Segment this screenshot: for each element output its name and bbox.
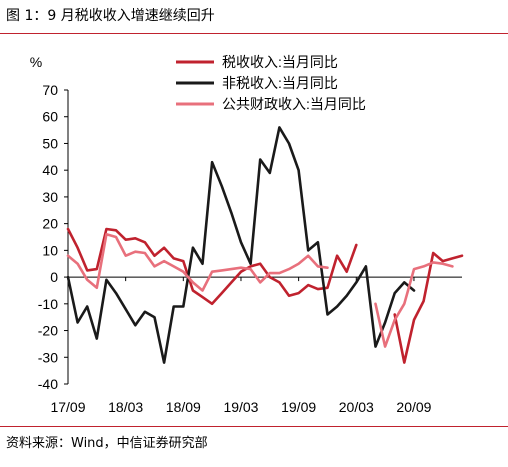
x-tick-label: 20/09	[396, 399, 431, 415]
y-unit-label: %	[30, 54, 42, 70]
legend-label-1: 税收收入:当月同比	[222, 54, 338, 70]
y-tick-label: -10	[38, 296, 58, 312]
legend-label-3: 公共财政收入:当月同比	[222, 96, 366, 112]
series-line-2	[66, 126, 416, 364]
source-note: 资料来源：Wind，中信证券研究部	[6, 436, 208, 451]
source-rule	[0, 426, 508, 427]
y-tick-label: 60	[42, 109, 58, 125]
series-line-3	[374, 261, 454, 348]
legend-label-2: 非税收入:当月同比	[222, 75, 338, 91]
y-tick-label: -40	[38, 376, 58, 392]
series-line-3	[66, 233, 329, 292]
x-tick-label: 19/03	[223, 399, 258, 415]
x-tick-label: 18/09	[166, 399, 201, 415]
title-rule	[0, 33, 508, 34]
series-layer	[66, 126, 464, 364]
x-tick-label: 19/09	[281, 399, 316, 415]
y-tick-label: -30	[38, 349, 58, 365]
y-tick-label: 10	[42, 242, 58, 258]
y-tick-label: 40	[42, 162, 58, 178]
y-tick-label: 0	[50, 269, 58, 285]
y-tick-label: -20	[38, 323, 58, 339]
series-line-1	[66, 227, 358, 306]
figure-title: 图 1：9 月税收收入增速继续回升	[6, 8, 215, 24]
series-line-1	[393, 251, 464, 364]
y-tick-label: 20	[42, 216, 58, 232]
y-tick-label: 50	[42, 135, 58, 151]
x-tick-label: 17/09	[50, 399, 85, 415]
y-tick-label: 30	[42, 189, 58, 205]
x-tick-label: 18/03	[108, 399, 143, 415]
chart-axes: -40 -30 -20 -10 0 10 20 30 40 50 60 70 17/09 18/03 18/…	[38, 82, 462, 415]
y-tick-label: 70	[42, 82, 58, 98]
x-tick-label: 20/03	[339, 399, 374, 415]
